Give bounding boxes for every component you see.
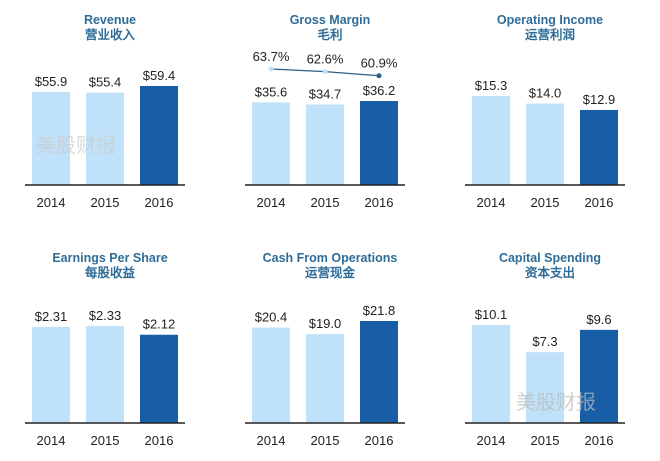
bar-value-label: $2.31 [35, 309, 68, 324]
year-tick-label: 2014 [257, 433, 286, 448]
bar-value-label: $35.6 [255, 84, 288, 99]
bar-value-label: $15.3 [475, 78, 508, 93]
margin-label: 62.6% [307, 52, 344, 67]
year-tick-label: 2015 [91, 195, 120, 210]
year-tick-label: 2014 [477, 195, 506, 210]
bar-2015 [86, 326, 124, 423]
margin-label: 63.7% [253, 49, 290, 64]
bar-2015 [526, 352, 564, 423]
year-tick-label: 2015 [531, 433, 560, 448]
chart-subtitle: 营业收入 [85, 27, 136, 42]
bar-value-label: $21.8 [363, 303, 396, 318]
margin-point [376, 73, 382, 79]
year-tick-label: 2016 [145, 195, 174, 210]
year-tick-label: 2016 [365, 195, 394, 210]
bar-value-label: $55.9 [35, 74, 68, 89]
bar-2014 [252, 102, 290, 185]
bar-value-label: $34.7 [309, 86, 342, 101]
year-tick-label: 2014 [37, 433, 66, 448]
bar-2014 [472, 96, 510, 185]
chart-subtitle: 每股收益 [85, 265, 136, 280]
bar-2016 [140, 86, 178, 185]
bar-2016 [360, 101, 398, 185]
watermark-corner: 美股财报 [516, 392, 596, 414]
bar-2016 [360, 321, 398, 423]
year-tick-label: 2015 [91, 433, 120, 448]
bar-value-label: $20.4 [255, 310, 288, 325]
chart-title: Earnings Per Share [52, 251, 167, 265]
margin-label: 60.9% [361, 56, 398, 71]
year-tick-label: 2014 [477, 433, 506, 448]
bar-value-label: $10.1 [475, 307, 508, 322]
bar-2016 [140, 334, 178, 423]
watermark: 美股财报 [36, 135, 116, 157]
year-tick-label: 2015 [311, 195, 340, 210]
bar-value-label: $19.0 [309, 316, 342, 331]
year-tick-label: 2016 [585, 433, 614, 448]
year-tick-label: 2014 [257, 195, 286, 210]
bar-2014 [32, 91, 70, 185]
bar-value-label: $59.4 [143, 68, 176, 83]
chart-title: Revenue [84, 13, 136, 27]
chart-subtitle: 毛利 [317, 27, 342, 42]
bar-value-label: $2.33 [89, 308, 122, 323]
bar-2015 [526, 103, 564, 185]
bar-2016 [580, 109, 618, 185]
bar-2015 [306, 334, 344, 423]
year-tick-label: 2016 [365, 433, 394, 448]
chart-title: Capital Spending [499, 251, 601, 265]
year-tick-label: 2015 [311, 433, 340, 448]
bar-2014 [252, 327, 290, 423]
bar-2014 [32, 326, 70, 423]
bar-value-label: $55.4 [89, 75, 122, 90]
bar-value-label: $14.0 [529, 86, 562, 101]
margin-point [268, 66, 274, 72]
chart-title: Gross Margin [290, 13, 371, 27]
chart-subtitle: 资本支出 [525, 265, 575, 280]
bar-value-label: $9.6 [586, 312, 611, 327]
bar-2016 [580, 329, 618, 423]
chart-title: Cash From Operations [263, 251, 398, 265]
year-tick-label: 2014 [37, 195, 66, 210]
bar-value-label: $36.2 [363, 83, 396, 98]
bar-value-label: $12.9 [583, 92, 616, 107]
bar-2015 [306, 104, 344, 185]
chart-subtitle: 运营现金 [305, 265, 356, 280]
bar-value-label: $2.12 [143, 317, 176, 332]
chart-subtitle: 运营利润 [525, 27, 575, 42]
bar-2014 [472, 325, 510, 423]
year-tick-label: 2015 [531, 195, 560, 210]
year-tick-label: 2016 [145, 433, 174, 448]
chart-title: Operating Income [497, 13, 603, 27]
bar-2015 [86, 92, 124, 185]
bar-value-label: $7.3 [532, 334, 557, 349]
year-tick-label: 2016 [585, 195, 614, 210]
margin-point [322, 69, 328, 75]
